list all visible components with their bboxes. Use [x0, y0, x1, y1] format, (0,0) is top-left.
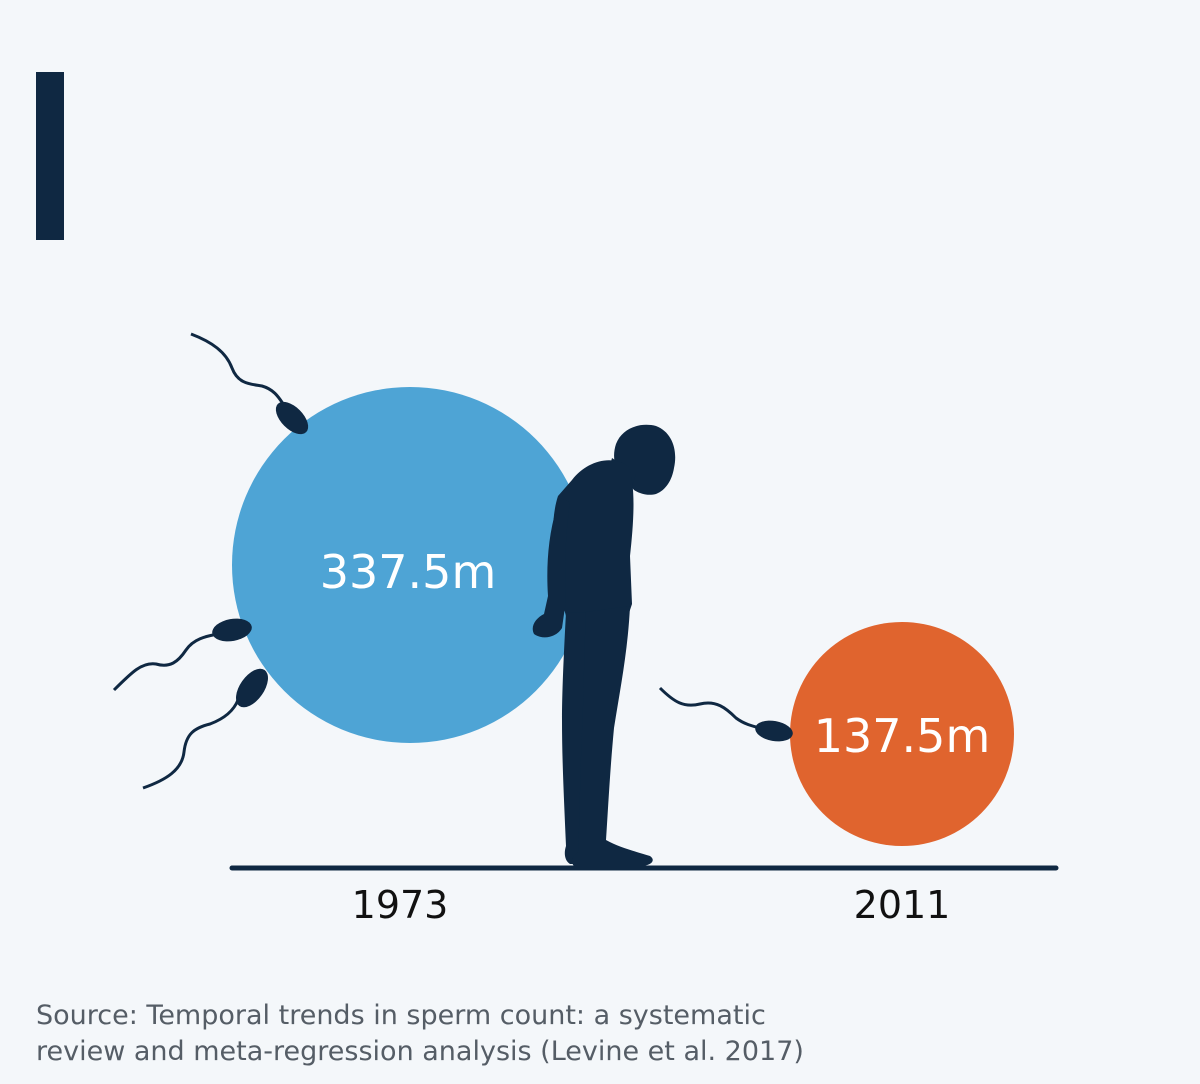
sperm-icon: [142, 668, 268, 790]
sperm-icon: [190, 332, 309, 435]
source-line-1: Source: Temporal trends in sperm count: …: [36, 1000, 766, 1031]
man-silhouette-icon: [532, 424, 676, 866]
sperm-icon: [112, 618, 252, 692]
value-label-1973: 337.5m: [320, 545, 497, 599]
accent-bar: [36, 72, 64, 240]
bubble-1973: [232, 387, 588, 743]
category-label-2011: 2011: [854, 883, 951, 927]
source-note: Source: Temporal trends in sperm count: …: [36, 998, 856, 1070]
source-line-2: review and meta-regression analysis (Lev…: [36, 1036, 804, 1067]
sperm-icon: [658, 686, 793, 742]
category-label-1973: 1973: [352, 883, 449, 927]
bubble-2011: [790, 622, 1014, 846]
value-label-2011: 137.5m: [814, 709, 991, 763]
